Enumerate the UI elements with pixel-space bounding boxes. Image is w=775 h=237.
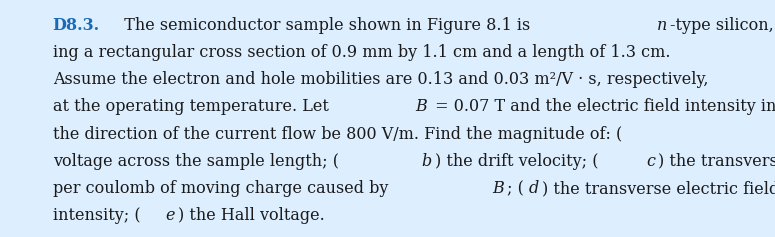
Text: n: n xyxy=(657,17,667,34)
Text: ing a rectangular cross section of 0.9 mm by 1.1 cm and a length of 1.3 cm.: ing a rectangular cross section of 0.9 m… xyxy=(53,44,670,61)
Text: the direction of the current flow be 800 V/m. Find the magnitude of: (: the direction of the current flow be 800… xyxy=(53,126,622,143)
Text: b: b xyxy=(422,153,432,170)
Text: e: e xyxy=(166,207,175,224)
Text: ; (: ; ( xyxy=(507,180,524,197)
Text: per coulomb of moving charge caused by: per coulomb of moving charge caused by xyxy=(53,180,393,197)
Text: D8.3.: D8.3. xyxy=(53,17,100,34)
Text: B: B xyxy=(415,98,427,115)
Text: d: d xyxy=(529,180,539,197)
Text: Assume the electron and hole mobilities are 0.13 and 0.03 m²/V · s, respectively: Assume the electron and hole mobilities … xyxy=(53,71,708,88)
Text: at the operating temperature. Let: at the operating temperature. Let xyxy=(53,98,334,115)
Text: ) the transverse force: ) the transverse force xyxy=(657,153,775,170)
Text: ) the transverse electric field: ) the transverse electric field xyxy=(542,180,775,197)
Text: The semiconductor sample shown in Figure 8.1 is: The semiconductor sample shown in Figure… xyxy=(113,17,535,34)
Text: B: B xyxy=(492,180,504,197)
Text: ) the Hall voltage.: ) the Hall voltage. xyxy=(178,207,325,224)
Text: -type silicon, hav-: -type silicon, hav- xyxy=(670,17,775,34)
Text: = 0.07 T and the electric field intensity in: = 0.07 T and the electric field intensit… xyxy=(430,98,775,115)
Text: c: c xyxy=(646,153,655,170)
Text: intensity; (: intensity; ( xyxy=(53,207,140,224)
Text: voltage across the sample length; (: voltage across the sample length; ( xyxy=(53,153,339,170)
Text: ) the drift velocity; (: ) the drift velocity; ( xyxy=(435,153,598,170)
